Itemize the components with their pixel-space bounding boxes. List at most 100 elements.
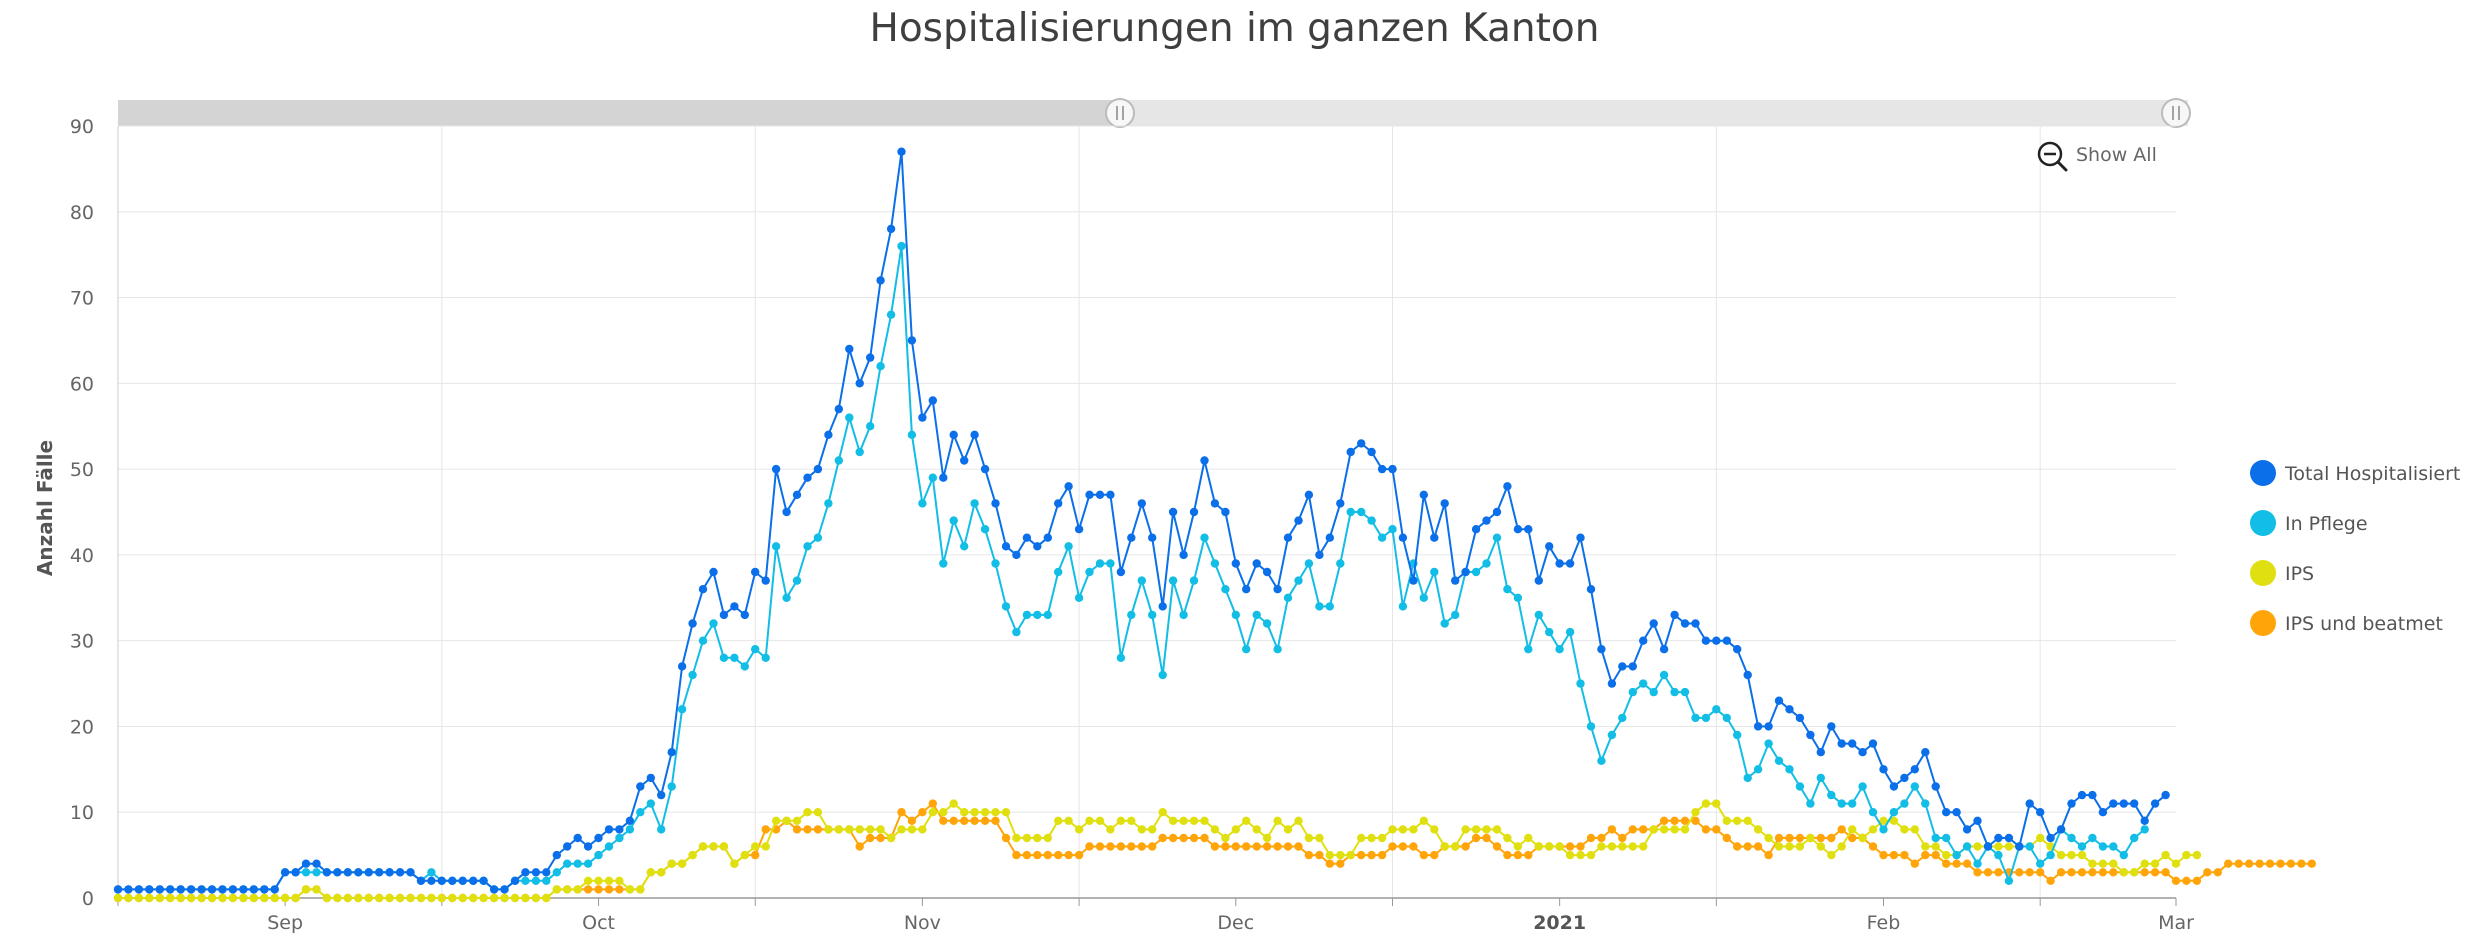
handle-knob[interactable] (1105, 98, 1135, 128)
data-point (771, 464, 781, 474)
data-point (1315, 602, 1324, 611)
data-point (751, 567, 760, 577)
data-point (2046, 833, 2055, 843)
data-point (197, 893, 206, 903)
data-point (1419, 850, 1429, 860)
data-point (1273, 585, 1282, 594)
data-point (1827, 790, 1836, 800)
data-point (228, 893, 238, 903)
data-point (1900, 825, 1909, 834)
data-point (834, 456, 843, 465)
legend-item[interactable]: IPS und beatmet (2250, 610, 2443, 636)
data-point (918, 808, 927, 817)
data-point (897, 147, 906, 156)
data-point (1534, 842, 1544, 851)
data-point (1879, 816, 1888, 825)
data-point (1273, 816, 1282, 825)
data-point (2244, 859, 2254, 868)
data-point (2265, 859, 2275, 868)
data-point (1001, 542, 1011, 551)
data-point (385, 893, 394, 903)
show-all-button[interactable]: Show All (2037, 141, 2157, 172)
data-point (2109, 868, 2118, 877)
data-point (615, 825, 624, 834)
data-point (604, 885, 614, 894)
navigator-handle-right[interactable] (2161, 98, 2191, 128)
data-point (1565, 627, 1575, 637)
data-point (813, 464, 823, 474)
data-point (803, 808, 812, 817)
data-point (1680, 816, 1690, 825)
data-point (1607, 730, 1617, 740)
data-point (813, 808, 823, 817)
data-point (1513, 593, 1523, 602)
data-point (1315, 833, 1324, 843)
data-point (1994, 868, 2003, 877)
data-point (1889, 782, 1899, 791)
data-point (552, 885, 561, 894)
data-point (719, 653, 729, 662)
legend-item[interactable]: Total Hospitalisiert (2250, 460, 2460, 486)
x-tick-label: Nov (904, 912, 941, 934)
data-point (354, 893, 363, 903)
data-point (2067, 850, 2076, 860)
data-point (730, 653, 739, 662)
data-point (1774, 842, 1784, 851)
chart-legend[interactable]: Total Hospitalisiert In Pflege IPS IPS und … (2250, 460, 2460, 636)
data-point (1346, 447, 1355, 457)
data-point (1701, 799, 1711, 808)
data-point (1618, 713, 1627, 723)
data-point (1262, 619, 1272, 628)
data-point (1743, 773, 1752, 783)
data-point (2098, 842, 2108, 851)
data-point (1931, 850, 1940, 860)
y-tick-label: 50 (70, 459, 94, 481)
data-point (1325, 602, 1335, 611)
data-point (1795, 833, 1805, 843)
data-point (1576, 533, 1585, 542)
data-point (1001, 808, 1011, 817)
data-point (542, 893, 551, 903)
data-point (1701, 825, 1711, 834)
y-tick-label: 10 (70, 802, 94, 824)
data-point (427, 893, 436, 903)
x-tick-label: Feb (1867, 912, 1901, 934)
data-point (1691, 713, 1700, 723)
data-point (1649, 619, 1658, 628)
data-point (1764, 850, 1773, 860)
data-point (2119, 799, 2128, 808)
data-point (124, 893, 133, 903)
data-point (1200, 816, 1209, 825)
data-point (2046, 850, 2055, 860)
data-point (1200, 533, 1209, 542)
data-point (1733, 816, 1742, 825)
navigator-handle-left[interactable] (1105, 98, 1135, 128)
data-point (991, 499, 1000, 508)
data-point (751, 645, 760, 654)
data-point (521, 868, 530, 877)
data-point (907, 430, 917, 439)
data-point (1983, 868, 1993, 877)
data-point (1921, 850, 1930, 860)
data-point (1116, 842, 1126, 851)
data-point (1325, 859, 1335, 868)
legend-item[interactable]: IPS (2250, 560, 2314, 586)
data-point (542, 876, 551, 885)
handle-knob[interactable] (2161, 98, 2191, 128)
data-point (1189, 833, 1199, 843)
legend-item[interactable]: In Pflege (2250, 510, 2368, 536)
data-point (1942, 859, 1951, 868)
data-point (1304, 833, 1314, 843)
data-point (2130, 868, 2139, 877)
range-navigator[interactable] (118, 98, 2191, 128)
data-point (792, 576, 802, 585)
data-point (2088, 868, 2097, 877)
data-point (1889, 808, 1899, 817)
data-point (1816, 833, 1826, 843)
data-point (1095, 490, 1105, 499)
data-point (1649, 825, 1658, 834)
data-point (1597, 833, 1606, 843)
data-point (918, 825, 927, 834)
data-point (1482, 825, 1491, 834)
zoom-handle (2056, 160, 2068, 172)
